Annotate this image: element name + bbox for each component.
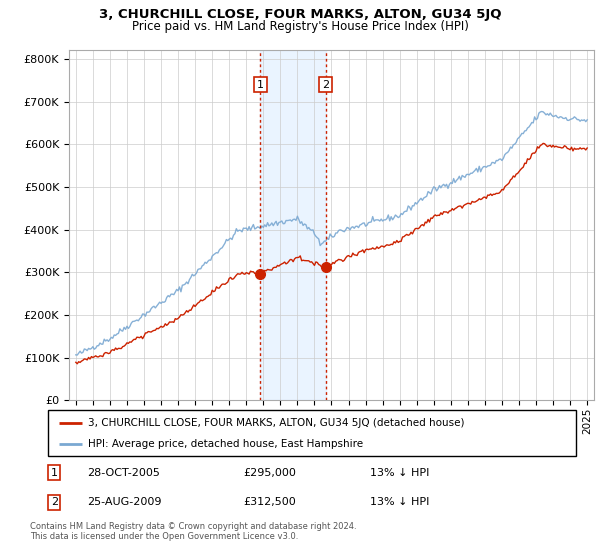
Text: £295,000: £295,000 xyxy=(244,468,296,478)
Text: 3, CHURCHILL CLOSE, FOUR MARKS, ALTON, GU34 5JQ (detached house): 3, CHURCHILL CLOSE, FOUR MARKS, ALTON, G… xyxy=(88,418,464,428)
Text: £312,500: £312,500 xyxy=(244,497,296,507)
Text: 13% ↓ HPI: 13% ↓ HPI xyxy=(370,468,430,478)
Bar xyxy=(260,50,326,400)
Text: Price paid vs. HM Land Registry's House Price Index (HPI): Price paid vs. HM Land Registry's House … xyxy=(131,20,469,32)
Text: 1: 1 xyxy=(257,80,264,90)
Text: 13% ↓ HPI: 13% ↓ HPI xyxy=(370,497,430,507)
Text: HPI: Average price, detached house, East Hampshire: HPI: Average price, detached house, East… xyxy=(88,439,363,449)
Text: Contains HM Land Registry data © Crown copyright and database right 2024.
This d: Contains HM Land Registry data © Crown c… xyxy=(30,522,356,542)
Text: 3, CHURCHILL CLOSE, FOUR MARKS, ALTON, GU34 5JQ: 3, CHURCHILL CLOSE, FOUR MARKS, ALTON, G… xyxy=(99,8,501,21)
Text: 28-OCT-2005: 28-OCT-2005 xyxy=(88,468,160,478)
Text: 25-AUG-2009: 25-AUG-2009 xyxy=(88,497,162,507)
Text: 2: 2 xyxy=(51,497,58,507)
Text: 1: 1 xyxy=(51,468,58,478)
Text: 2: 2 xyxy=(322,80,329,90)
